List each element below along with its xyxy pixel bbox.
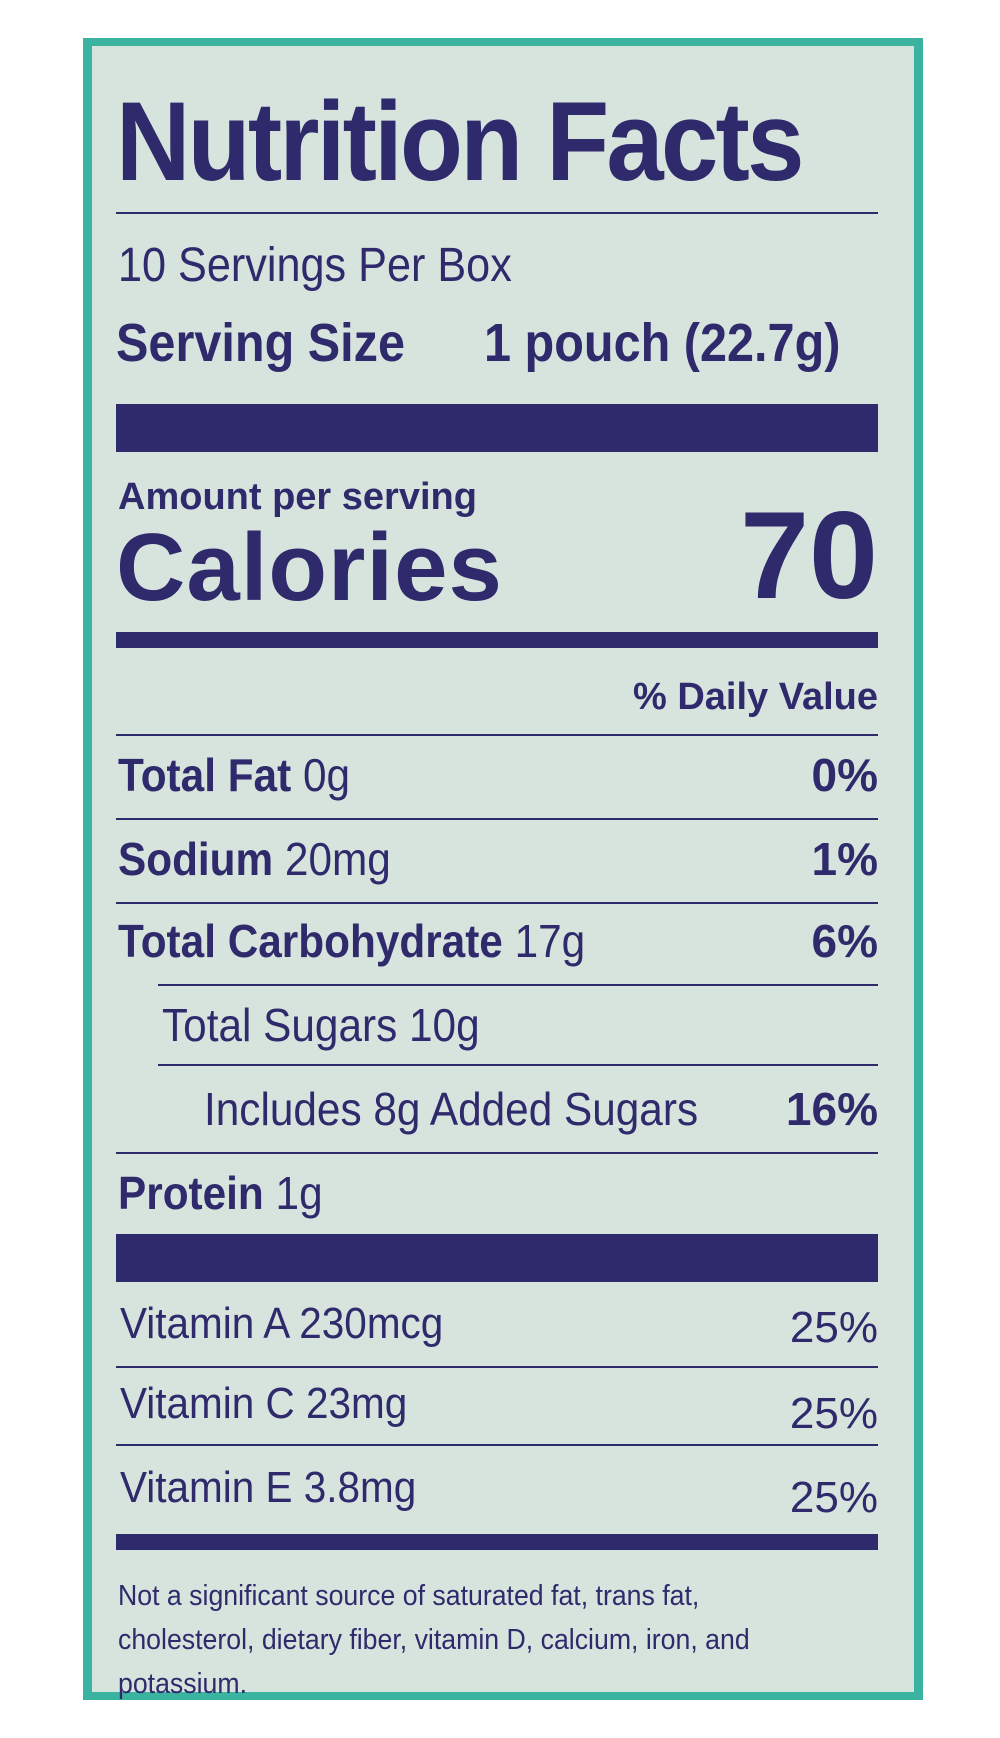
divider [158, 1064, 878, 1066]
vitamin-row-e: Vitamin E 3.8mg [120, 1463, 417, 1512]
vitamin-row-c: Vitamin C 23mg [120, 1379, 408, 1428]
nutrient-row-total-fat: Total Fat 0g [118, 752, 350, 798]
divider [116, 902, 878, 904]
servings-per-box: 10 Servings Per Box [118, 239, 512, 292]
nutrient-amount: 1g [275, 1167, 323, 1219]
divider [116, 1152, 878, 1154]
amount-per-serving: Amount per serving [118, 476, 477, 518]
nutrient-amount: 0g [302, 749, 351, 801]
divider [116, 1366, 878, 1368]
calories-label: Calories [116, 514, 503, 621]
nutrient-amount: 20mg [284, 833, 391, 885]
vitamin-dv: 25% [789, 1473, 878, 1522]
nutrient-name: Total Carbohydrate [118, 915, 503, 967]
label-title: Nutrition Facts [116, 79, 804, 204]
vitamin-dv: 25% [789, 1389, 878, 1438]
serving-size-label: Serving Size [116, 313, 406, 373]
divider [116, 818, 878, 820]
nutrient-row-total-sugars: Total Sugars 10g [162, 999, 480, 1051]
nutrient-name: Total Fat [118, 749, 292, 801]
nutrition-panel [92, 46, 914, 1692]
thick-divider [116, 1234, 878, 1282]
nutrient-dv: 6% [811, 915, 878, 967]
medium-divider [116, 1534, 878, 1550]
nutrient-row-protein: Protein 1g [118, 1170, 323, 1216]
nutrient-row-added-sugars: Includes 8g Added Sugars [204, 1083, 699, 1135]
divider [116, 212, 878, 214]
nutrient-dv: 16% [785, 1083, 878, 1135]
serving-size-value: 1 pouch (22.7g) [484, 313, 841, 373]
calories-value: 70 [740, 487, 878, 625]
daily-value-header: % Daily Value [632, 676, 878, 718]
vitamin-row-a: Vitamin A 230mcg [120, 1299, 444, 1348]
divider [116, 734, 878, 736]
medium-divider [116, 632, 878, 648]
nutrient-amount: 17g [514, 915, 586, 967]
nutrient-name: Sodium [118, 833, 274, 885]
nutrient-row-sodium: Sodium 20mg [118, 836, 391, 882]
thick-divider [116, 404, 878, 452]
nutrient-dv: 0% [811, 749, 878, 801]
nutrient-row-total-carbohydrate: Total Carbohydrate 17g [118, 918, 585, 964]
vitamin-dv: 25% [789, 1303, 878, 1352]
divider [158, 984, 878, 986]
divider [116, 1444, 878, 1446]
nutrient-name: Protein [118, 1167, 264, 1219]
nutrient-dv: 1% [811, 833, 878, 885]
footnote: Not a significant source of saturated fa… [118, 1580, 750, 1700]
